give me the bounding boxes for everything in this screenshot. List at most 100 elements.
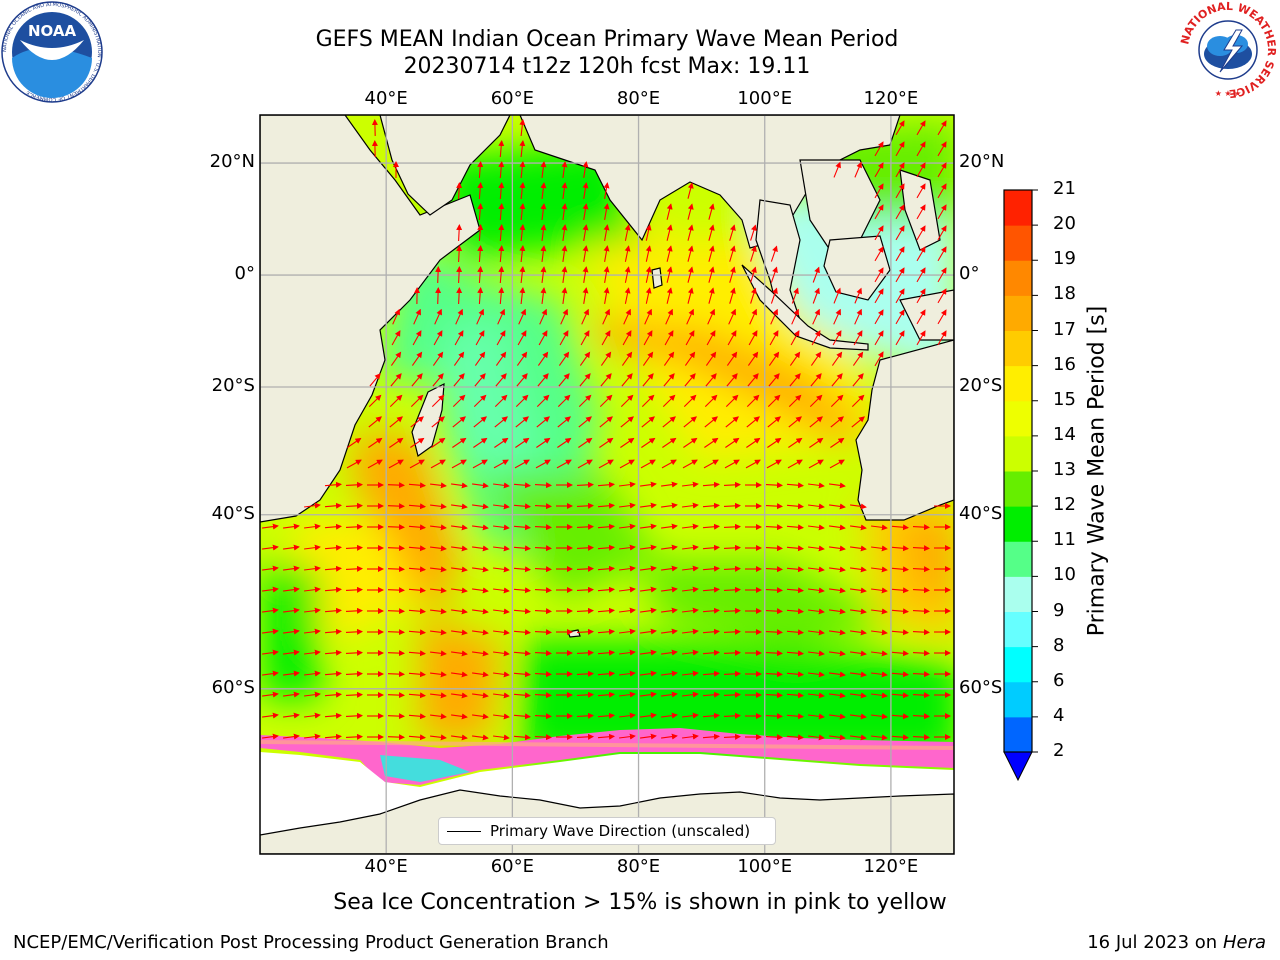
wave-arrow bbox=[645, 287, 652, 304]
wave-arrow bbox=[430, 524, 447, 531]
chart-subtitle-forecast: 20230714 t12z 120h fcst Max: 19.11 bbox=[403, 54, 811, 79]
wave-arrow bbox=[493, 671, 510, 678]
wave-arrow bbox=[682, 565, 699, 572]
wave-arrow bbox=[452, 437, 467, 448]
wave-arrow bbox=[345, 733, 363, 740]
wave-arrow bbox=[895, 204, 905, 220]
wave-arrow bbox=[582, 245, 589, 262]
wave-arrow bbox=[916, 162, 926, 178]
wave-arrow bbox=[582, 182, 589, 199]
wave-arrow bbox=[833, 287, 841, 304]
wave-arrow bbox=[746, 416, 760, 428]
lon-tick-bottom: 100°E bbox=[737, 856, 793, 877]
wave-arrow bbox=[534, 524, 552, 531]
wave-arrow bbox=[434, 308, 442, 325]
colorbar-tick-label: 13 bbox=[1053, 459, 1076, 480]
wave-arrow bbox=[874, 162, 884, 178]
wave-arrow bbox=[767, 394, 781, 407]
wave-arrow bbox=[391, 330, 401, 346]
wave-arrow bbox=[408, 545, 426, 552]
wave-arrow bbox=[790, 330, 800, 346]
wave-arrow bbox=[891, 629, 909, 636]
wave-arrow bbox=[556, 459, 572, 469]
wave-arrow bbox=[262, 691, 279, 698]
wave-arrow bbox=[832, 330, 842, 346]
wave-arrow bbox=[829, 566, 846, 573]
wave-arrow bbox=[304, 544, 321, 551]
wave-arrow bbox=[707, 308, 715, 325]
wave-arrow bbox=[702, 523, 720, 530]
wave-arrow bbox=[599, 416, 613, 428]
wave-arrow bbox=[498, 203, 505, 221]
wave-arrow bbox=[723, 712, 741, 719]
wave-arrow bbox=[810, 373, 822, 387]
wave-arrow bbox=[493, 503, 510, 510]
wave-arrow bbox=[304, 586, 321, 593]
wave-arrow bbox=[324, 628, 342, 635]
wave-arrow bbox=[513, 545, 531, 552]
wave-arrow bbox=[536, 394, 550, 407]
colorbar-segment bbox=[1004, 471, 1032, 507]
wave-arrow bbox=[808, 650, 825, 657]
colorbar-tick-label: 10 bbox=[1053, 564, 1076, 586]
wave-arrow bbox=[262, 712, 279, 719]
wave-arrow bbox=[408, 671, 426, 678]
wave-arrow bbox=[582, 224, 589, 241]
wave-arrow bbox=[597, 523, 615, 530]
wave-arrow bbox=[472, 503, 489, 510]
wave-arrow bbox=[581, 308, 589, 325]
wave-arrow bbox=[619, 523, 636, 530]
wave-arrow bbox=[808, 545, 825, 552]
wave-arrow bbox=[682, 586, 699, 593]
wave-arrow bbox=[916, 246, 926, 262]
wave-arrow bbox=[519, 161, 526, 179]
wave-arrow bbox=[452, 394, 466, 407]
wave-arrow bbox=[408, 629, 426, 636]
wave-arrow bbox=[498, 245, 505, 263]
wave-arrow bbox=[513, 671, 531, 678]
wave-arrow bbox=[640, 670, 657, 677]
wave-arrow bbox=[262, 544, 279, 551]
footer-credit: NCEP/EMC/Verification Post Processing Pr… bbox=[13, 932, 609, 953]
wave-arrow bbox=[851, 394, 865, 407]
wave-arrow bbox=[645, 245, 652, 262]
wave-arrow bbox=[262, 649, 279, 656]
wave-arrow bbox=[916, 204, 926, 220]
wave-arrow bbox=[640, 691, 657, 698]
wave-arrow bbox=[702, 733, 720, 740]
wave-arrow bbox=[666, 203, 673, 220]
wave-arrow bbox=[324, 544, 342, 551]
wave-arrow bbox=[514, 459, 530, 469]
wave-arrow bbox=[874, 267, 884, 283]
wave-arrow bbox=[891, 524, 909, 531]
wave-arrow bbox=[812, 287, 820, 304]
wave-arrow bbox=[559, 330, 569, 346]
wave-arrow bbox=[891, 650, 909, 657]
wave-arrow bbox=[576, 670, 594, 677]
colorbar-segment bbox=[1004, 541, 1032, 577]
wave-arrow bbox=[912, 629, 930, 636]
colorbar-tick-label: 18 bbox=[1053, 283, 1076, 305]
wave-arrow bbox=[916, 225, 926, 241]
wave-arrow bbox=[576, 523, 594, 530]
wave-arrow bbox=[850, 587, 867, 594]
wave-arrow bbox=[430, 629, 447, 636]
wave-arrow bbox=[708, 287, 715, 304]
wave-arrow bbox=[702, 712, 720, 719]
wave-arrow bbox=[597, 607, 615, 614]
wave-arrow bbox=[387, 734, 405, 741]
wave-arrow bbox=[534, 650, 552, 657]
wave-arrow bbox=[727, 330, 737, 346]
wave-arrow bbox=[476, 308, 484, 325]
wave-arrow bbox=[624, 266, 631, 283]
wave-arrow bbox=[624, 224, 631, 241]
wave-arrow bbox=[765, 713, 783, 720]
wave-arrow bbox=[534, 713, 552, 720]
wave-arrow bbox=[682, 691, 699, 698]
wave-arrow bbox=[642, 351, 654, 366]
wave-arrow bbox=[540, 182, 547, 199]
wave-arrow bbox=[430, 459, 446, 469]
wave-arrow bbox=[472, 566, 489, 573]
wave-arrow bbox=[451, 459, 467, 469]
